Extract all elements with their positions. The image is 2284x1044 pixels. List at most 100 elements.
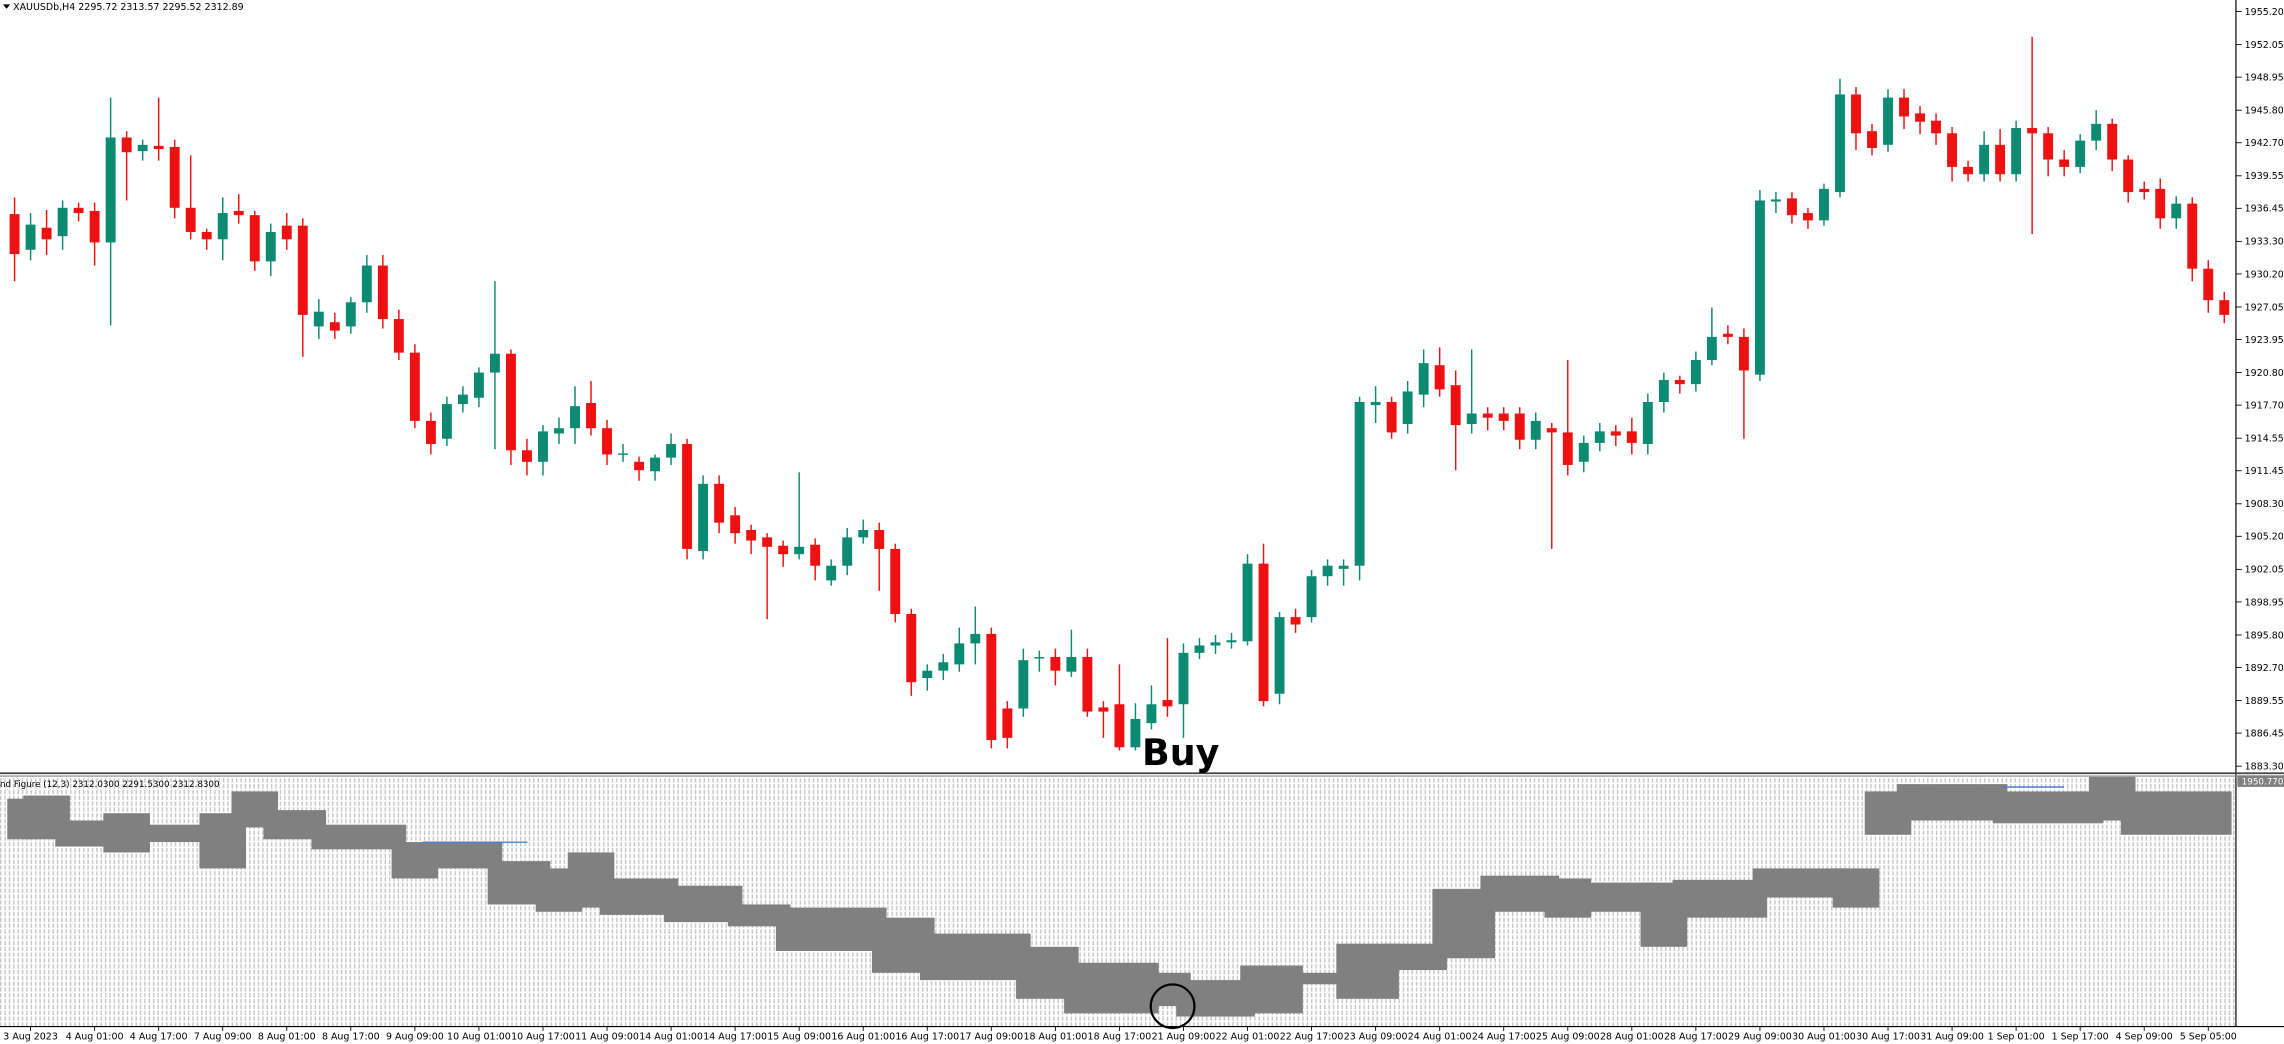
candle-body [137, 144, 148, 152]
candle-body [714, 483, 725, 523]
candle-body [1226, 640, 1237, 643]
candle-body [2219, 300, 2230, 315]
x-tick-label: 29 Aug 09:00 [1728, 1032, 1792, 1043]
x-tick-label: 16 Aug 17:00 [895, 1032, 959, 1043]
candle-body [57, 207, 68, 237]
band-segment [1752, 868, 1848, 898]
candle-body [1530, 420, 1541, 440]
candle-body [9, 214, 20, 254]
candle-body [1146, 704, 1157, 724]
symbol-label: XAUUSDb,H4 2295.72 2313.57 2295.52 2312.… [13, 2, 244, 13]
x-tick-label: 8 Aug 17:00 [322, 1032, 380, 1043]
band-segment [1288, 972, 1351, 985]
candle-body [586, 403, 596, 429]
candle-body [2123, 159, 2134, 193]
x-tick-label: 30 Aug 17:00 [1856, 1032, 1920, 1043]
candle-body [2187, 203, 2198, 269]
x-tick-label: 22 Aug 01:00 [1216, 1032, 1280, 1043]
y-tick-label: 1914.55 [2245, 434, 2284, 445]
candle-body [746, 530, 757, 541]
candle-body [1578, 442, 1589, 462]
candle-body [201, 231, 212, 240]
candle-body [393, 319, 404, 353]
candle-body [1674, 379, 1685, 385]
candle-body [1034, 657, 1045, 659]
candle-body [505, 353, 516, 451]
candle-body [425, 420, 436, 444]
candle-body [281, 225, 292, 240]
candle-body [1178, 652, 1189, 705]
x-tick-label: 4 Aug 17:00 [130, 1032, 188, 1043]
candle-body [778, 545, 789, 555]
candle-body [1066, 657, 1077, 672]
x-tick-label: 28 Aug 01:00 [1600, 1032, 1664, 1043]
candle-body [666, 443, 677, 458]
x-tick-label: 7 Aug 09:00 [194, 1032, 252, 1043]
candle-body [1450, 385, 1461, 426]
band-segment [727, 904, 791, 927]
candle-body [1626, 431, 1637, 443]
candle-body [217, 213, 228, 240]
x-tick-label: 24 Aug 01:00 [1408, 1032, 1472, 1043]
candle-body [1722, 333, 1733, 337]
y-tick-label: 1889.55 [2245, 696, 2284, 707]
candle-body [1835, 94, 1845, 193]
candle-body [2203, 268, 2214, 301]
candle-body [2075, 140, 2086, 167]
x-tick-label: 18 Aug 01:00 [1024, 1032, 1088, 1043]
candle-body [2139, 188, 2150, 193]
x-tick-label: 10 Aug 17:00 [511, 1032, 575, 1043]
x-tick-label: 10 Aug 01:00 [447, 1032, 511, 1043]
candle-body [554, 428, 564, 434]
x-tick-label: 28 Aug 17:00 [1664, 1032, 1728, 1043]
candle-body [329, 322, 340, 331]
candle-body [826, 565, 837, 581]
buy-annotation: Buy [1142, 731, 1220, 774]
band-segment [1064, 962, 1159, 1014]
band-segment [135, 824, 214, 843]
candle-body [1386, 401, 1397, 433]
indicator-panel [7, 776, 2232, 1017]
y-tick-label: 1886.45 [2245, 728, 2284, 739]
candle-body [1050, 657, 1061, 671]
candle-body [938, 662, 949, 671]
x-tick-label: 30 Aug 01:00 [1792, 1032, 1856, 1043]
candle-body [1114, 704, 1125, 748]
band-segment [1896, 784, 2008, 821]
candle-body [1370, 401, 1381, 406]
candle-body [1754, 200, 1765, 375]
candle-body [409, 352, 420, 421]
candle-body [1322, 565, 1333, 577]
y-tick-label: 1883.30 [2245, 762, 2284, 773]
candle-body [1562, 432, 1573, 465]
candle-body [105, 137, 116, 243]
candle-body [1803, 213, 1813, 221]
price-panel [9, 36, 2230, 751]
y-tick-box [2237, 775, 2284, 787]
y-tick-label: 1898.95 [2245, 597, 2284, 608]
candle-body [1995, 144, 2006, 175]
x-tick-label: 14 Aug 17:00 [703, 1032, 767, 1043]
candle-body [1194, 645, 1205, 653]
candle-body [1242, 563, 1253, 642]
candle-body [986, 633, 997, 740]
candle-body [1098, 707, 1109, 712]
x-tick-label: 18 Aug 17:00 [1088, 1032, 1152, 1043]
candle-body [2171, 203, 2182, 219]
x-tick-label: 1 Sep 01:00 [1988, 1032, 2045, 1043]
candle-body [1915, 113, 1925, 122]
candle-body [441, 404, 452, 439]
y-tick-label: 1892.70 [2245, 663, 2284, 674]
y-tick-label: 1939.55 [2245, 171, 2284, 182]
candle-body [185, 207, 196, 232]
candle-body [762, 537, 773, 547]
candle-body [473, 372, 484, 398]
candle-body [954, 643, 965, 665]
candle-body [1883, 97, 1893, 145]
band-segment [1832, 868, 1880, 908]
candle-body [1819, 188, 1829, 221]
y-tick-label: 1920.80 [2245, 368, 2284, 379]
candle-body [1162, 700, 1173, 707]
candle-body [1738, 336, 1749, 371]
